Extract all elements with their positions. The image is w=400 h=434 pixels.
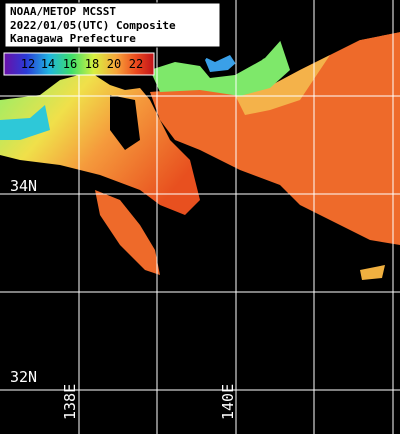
- header-line: NOAA/METOP MCSST: [10, 5, 116, 18]
- colorbar-label: 16: [63, 57, 77, 71]
- colorbar-label: 22: [129, 57, 143, 71]
- land: [110, 95, 140, 150]
- latitude-label: 34N: [10, 177, 37, 195]
- colorbar-label: 12: [21, 57, 35, 71]
- longitude-label: 140E: [219, 384, 237, 420]
- colorbar: [3, 52, 155, 76]
- colorbar-label: 18: [85, 57, 99, 71]
- header-line: 2022/01/05(UTC) Composite: [10, 19, 176, 32]
- sst-field: [0, 32, 400, 280]
- header-box: [4, 2, 221, 48]
- colorbar-label: 14: [41, 57, 55, 71]
- latitude-label: 32N: [10, 368, 37, 386]
- colorbar-label: 20: [107, 57, 121, 71]
- header-line: Kanagawa Prefecture: [10, 32, 136, 45]
- longitude-label: 138E: [61, 384, 79, 420]
